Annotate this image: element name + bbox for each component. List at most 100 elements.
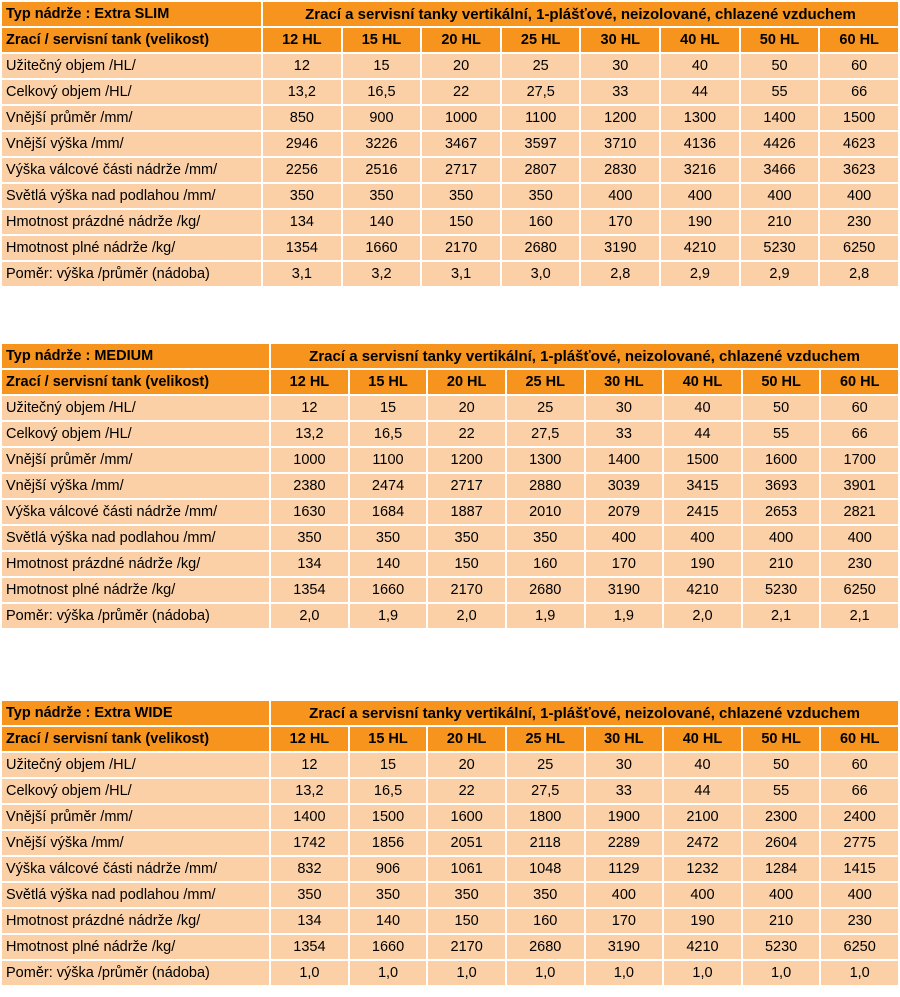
table-cell: 400 (664, 526, 741, 550)
table-cell: 2946 (263, 132, 341, 156)
table-cell: 1500 (349, 805, 427, 829)
table-cell: 33 (585, 779, 663, 803)
table-cell: 2079 (585, 500, 663, 524)
row-label: Vnější průměr /mm/ (2, 106, 262, 130)
table-cell: 2680 (501, 236, 580, 260)
table-row: Světlá výška nad podlahou /mm/350 350 350 3… (2, 184, 898, 208)
table-cell: 2118 (506, 831, 584, 855)
table-cell: 400 (820, 184, 898, 208)
table-cell: 140 (349, 552, 427, 576)
table-cell: 1500 (664, 448, 741, 472)
table-cell: 33 (581, 80, 660, 104)
size-column-header: 60 HL (821, 370, 898, 394)
table-row: Užitečný objem /HL/12 15 20 25 30 40 50 60 (2, 54, 898, 78)
row-label: Poměr: výška /průměr (nádoba) (2, 604, 270, 628)
table-cell: 27,5 (501, 80, 580, 104)
table-cell: 22 (422, 80, 500, 104)
table-cell: 350 (506, 883, 584, 907)
table-cell: 350 (506, 526, 584, 550)
table-cell: 33 (585, 422, 663, 446)
table-cell: 150 (422, 210, 500, 234)
table-cell: 1660 (349, 935, 427, 959)
table-cell: 22 (428, 422, 505, 446)
table-cell: 44 (664, 779, 741, 803)
table-cell: 6250 (820, 236, 898, 260)
table-cell: 5230 (742, 935, 820, 959)
table-cell: 2830 (581, 158, 660, 182)
table-cell: 1284 (742, 857, 820, 881)
table-cell: 3190 (585, 578, 663, 602)
table-cell: 3710 (581, 132, 660, 156)
table-cell: 3226 (342, 132, 421, 156)
table-row: Celkový objem /HL/13,2 16,5 22 27,5 33 44 55 66 (2, 80, 898, 104)
table-cell: 55 (740, 80, 819, 104)
table-cell: 4210 (664, 578, 741, 602)
table-cell: 3466 (740, 158, 819, 182)
table-cell: 1700 (821, 448, 898, 472)
row-label: Hmotnost prázdné nádrže /kg/ (2, 210, 262, 234)
table-cell: 1660 (342, 236, 421, 260)
table-cell: 1100 (501, 106, 580, 130)
table-cell: 1200 (428, 448, 505, 472)
table-cell: 1048 (506, 857, 584, 881)
table-row: Hmotnost prázdné nádrže /kg/134 140 150 160… (2, 909, 898, 933)
row-label: Výška válcové části nádrže /mm/ (2, 500, 270, 524)
table-cell: 2,1 (821, 604, 898, 628)
table-cell: 1742 (271, 831, 348, 855)
table-cell: 6250 (821, 578, 898, 602)
row-label: Užitečný objem /HL/ (2, 396, 270, 420)
table-cell: 66 (821, 422, 898, 446)
table-cell: 1856 (349, 831, 427, 855)
table-cell: 2,0 (271, 604, 348, 628)
table-cell: 2717 (422, 158, 500, 182)
table-row: Výška válcové části nádrže /mm/832 906 106… (2, 857, 898, 881)
table-row: Celkový objem /HL/13,2 16,5 22 27,5 33 44 55 66 (2, 779, 898, 803)
table-cell: 3623 (820, 158, 898, 182)
table-cell: 400 (664, 883, 741, 907)
table-cell: 2821 (821, 500, 898, 524)
row-label: Celkový objem /HL/ (2, 779, 270, 803)
table-cell: 134 (263, 210, 341, 234)
type-header-row: Typ nádrže : Extra WIDE Zrací a servisní … (2, 701, 898, 725)
table-cell: 2653 (742, 500, 820, 524)
table-cell: 13,2 (263, 80, 341, 104)
table-cell: 3,2 (342, 262, 421, 286)
table-cell: 3216 (661, 158, 739, 182)
table-cell: 12 (271, 753, 348, 777)
table-cell: 160 (506, 909, 584, 933)
table-cell: 140 (349, 909, 427, 933)
table-cell: 1,0 (349, 961, 427, 985)
table-cell: 400 (821, 883, 898, 907)
row-label: Užitečný objem /HL/ (2, 753, 270, 777)
size-column-header: 12 HL (271, 727, 348, 751)
table-cell: 832 (271, 857, 348, 881)
table-cell: 350 (271, 883, 348, 907)
table-cell: 1,9 (349, 604, 427, 628)
table-cell: 400 (585, 526, 663, 550)
table-cell: 2474 (349, 474, 427, 498)
table-cell: 350 (428, 526, 505, 550)
table-row: Hmotnost plné nádrže /kg/1354 1660 2170 268… (2, 935, 898, 959)
table-cell: 1600 (742, 448, 820, 472)
table-cell: 400 (742, 883, 820, 907)
table-cell: 170 (585, 552, 663, 576)
table-cell: 4136 (661, 132, 739, 156)
table-cell: 4426 (740, 132, 819, 156)
table-cell: 1232 (664, 857, 741, 881)
size-column-header: 30 HL (585, 370, 663, 394)
table-cell: 210 (742, 552, 820, 576)
size-column-header: 25 HL (506, 727, 584, 751)
table-cell: 44 (664, 422, 741, 446)
row-label: Hmotnost plné nádrže /kg/ (2, 935, 270, 959)
tank-description: Zrací a servisní tanky vertikální, 1-plá… (271, 701, 898, 725)
table-cell: 2256 (263, 158, 341, 182)
table-cell: 2,0 (428, 604, 505, 628)
table-cell: 134 (271, 909, 348, 933)
table-cell: 60 (821, 753, 898, 777)
size-column-header: 50 HL (742, 370, 820, 394)
table-row: Poměr: výška /průměr (nádoba) 2,0 1,9 2,0 1,… (2, 604, 898, 628)
table-row: Vnější průměr /mm/850 900 1000 1100 1200 1300… (2, 106, 898, 130)
table-cell: 1800 (506, 805, 584, 829)
table-cell: 1,0 (271, 961, 348, 985)
table-cell: 27,5 (506, 779, 584, 803)
